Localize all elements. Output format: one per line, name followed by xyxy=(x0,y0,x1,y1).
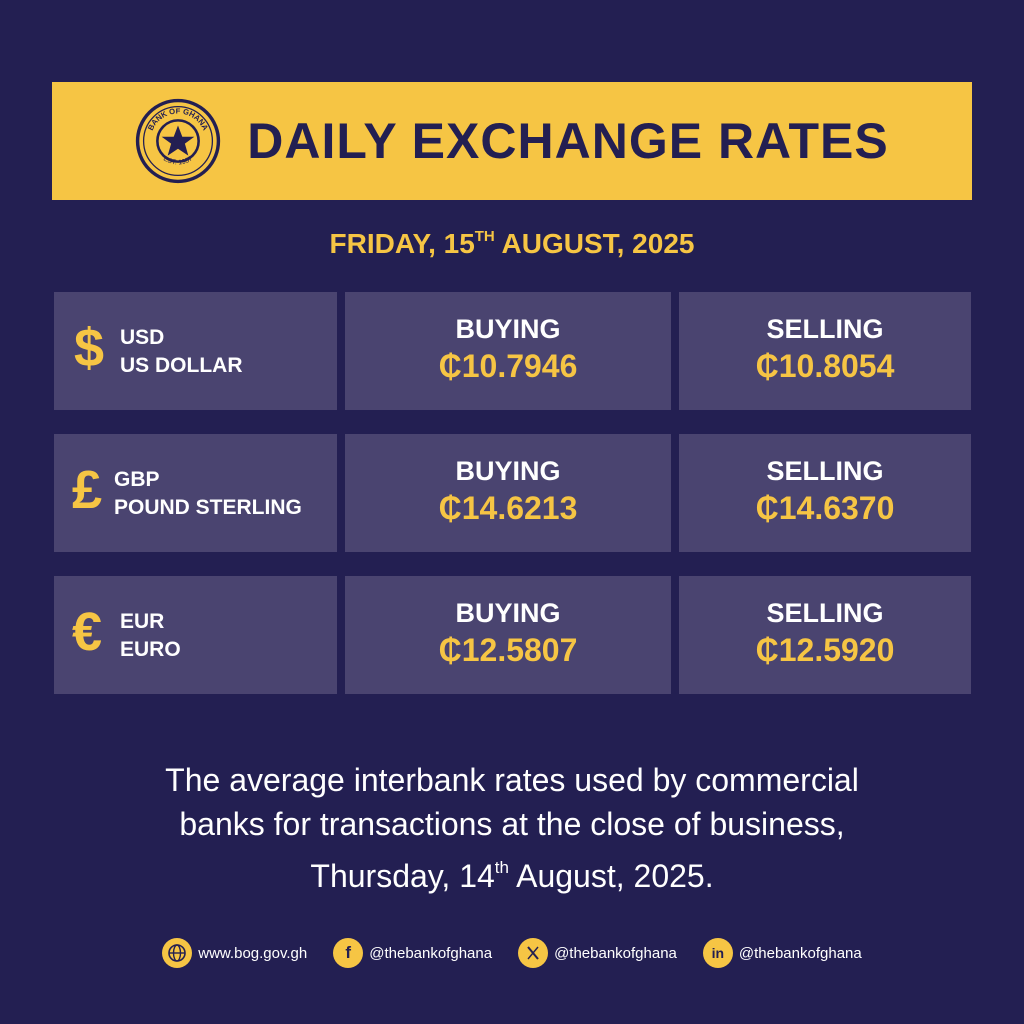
x-handle: @thebankofghana xyxy=(554,944,677,962)
selling-value: ₵12.5920 xyxy=(755,632,895,668)
x-link[interactable]: @thebankofghana xyxy=(518,938,677,968)
rate-row-usd: $ USD US DOLLAR BUYING ₵10.7946 SELLING … xyxy=(54,292,971,410)
rates-note: The average interbank rates used by comm… xyxy=(0,758,1024,898)
currency-code: GBP xyxy=(114,468,160,491)
linkedin-icon: in xyxy=(702,938,733,968)
svg-text:EST. 1957: EST. 1957 xyxy=(162,155,194,166)
bank-of-ghana-seal-logo: BANK OF GHANA EST. 1957 xyxy=(135,98,221,184)
dollar-icon: $ xyxy=(74,318,105,378)
selling-label: SELLING xyxy=(766,456,884,486)
date-ordinal: TH xyxy=(474,228,495,245)
selling-label: SELLING xyxy=(766,314,884,344)
facebook-icon: f xyxy=(333,938,364,968)
buying-cell: BUYING ₵12.5807 xyxy=(345,576,671,694)
currency-name: POUND STERLING xyxy=(114,496,302,519)
buying-label: BUYING xyxy=(455,456,561,486)
currency-name: US DOLLAR xyxy=(120,354,243,377)
buying-value: ₵12.5807 xyxy=(438,632,578,668)
currency-code: EUR xyxy=(120,610,165,633)
globe-icon xyxy=(162,938,193,968)
website-link[interactable]: www.bog.gov.gh xyxy=(162,938,307,968)
social-footer: www.bog.gov.gh f @thebankofghana @theban… xyxy=(0,936,1024,970)
currency-cell: £ GBP POUND STERLING xyxy=(54,434,337,552)
linkedin-handle: @thebankofghana xyxy=(738,944,862,962)
note-line: banks for transactions at the close of b… xyxy=(179,806,845,842)
facebook-link[interactable]: f @thebankofghana xyxy=(333,938,492,968)
page-title: DAILY EXCHANGE RATES xyxy=(247,113,889,169)
website-text: www.bog.gov.gh xyxy=(198,944,308,962)
title-banner: BANK OF GHANA EST. 1957 DAILY EXCHANGE R… xyxy=(52,82,972,200)
pound-icon: £ xyxy=(72,460,103,520)
selling-value: ₵14.6370 xyxy=(755,490,895,526)
rate-row-gbp: £ GBP POUND STERLING BUYING ₵14.6213 SEL… xyxy=(54,434,971,552)
note-line: The average interbank rates used by comm… xyxy=(165,762,859,798)
selling-value: ₵10.8054 xyxy=(755,348,895,384)
buying-label: BUYING xyxy=(455,598,561,628)
linkedin-link[interactable]: in @thebankofghana xyxy=(702,938,862,968)
buying-value: ₵10.7946 xyxy=(438,348,578,384)
currency-cell: € EUR EURO xyxy=(54,576,337,694)
currency-cell: $ USD US DOLLAR xyxy=(54,292,337,410)
x-icon xyxy=(518,938,549,968)
facebook-handle: @thebankofghana xyxy=(369,944,493,962)
buying-value: ₵14.6213 xyxy=(438,490,578,526)
date-suffix: AUGUST, 2025 xyxy=(494,228,695,259)
date-heading: FRIDAY, 15TH AUGUST, 2025 xyxy=(0,228,1024,260)
selling-cell: SELLING ₵12.5920 xyxy=(679,576,971,694)
buying-cell: BUYING ₵10.7946 xyxy=(345,292,671,410)
buying-label: BUYING xyxy=(455,314,561,344)
currency-code: USD xyxy=(120,326,165,349)
buying-cell: BUYING ₵14.6213 xyxy=(345,434,671,552)
euro-icon: € xyxy=(72,602,103,662)
currency-name: EURO xyxy=(120,638,181,661)
selling-cell: SELLING ₵14.6370 xyxy=(679,434,971,552)
selling-label: SELLING xyxy=(766,598,884,628)
note-line: Thursday, 14th August, 2025. xyxy=(310,858,714,894)
selling-cell: SELLING ₵10.8054 xyxy=(679,292,971,410)
rate-row-eur: € EUR EURO BUYING ₵12.5807 SELLING ₵12.5… xyxy=(54,576,971,694)
date-prefix: FRIDAY, 15 xyxy=(329,228,475,259)
